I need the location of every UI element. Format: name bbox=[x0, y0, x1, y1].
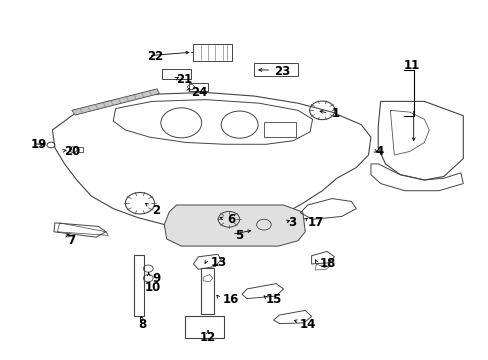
Text: 6: 6 bbox=[227, 213, 235, 226]
Bar bbox=[264, 122, 295, 137]
Bar bbox=[188, 83, 207, 91]
Bar bbox=[185, 316, 224, 338]
Text: 3: 3 bbox=[287, 216, 296, 229]
Text: 11: 11 bbox=[403, 59, 420, 72]
Text: 10: 10 bbox=[144, 281, 161, 294]
Bar bbox=[254, 63, 297, 76]
Text: 23: 23 bbox=[273, 64, 289, 77]
Text: 22: 22 bbox=[147, 50, 163, 63]
Polygon shape bbox=[72, 89, 159, 115]
Text: 18: 18 bbox=[319, 257, 336, 270]
Text: 8: 8 bbox=[138, 318, 146, 331]
Bar bbox=[162, 68, 191, 79]
Text: 13: 13 bbox=[210, 256, 226, 269]
Text: 21: 21 bbox=[176, 73, 192, 86]
Polygon shape bbox=[164, 205, 305, 246]
Text: 15: 15 bbox=[265, 293, 281, 306]
Text: 17: 17 bbox=[307, 216, 323, 229]
Bar bbox=[77, 147, 82, 152]
Text: 12: 12 bbox=[200, 332, 216, 345]
Text: 5: 5 bbox=[234, 229, 243, 242]
Text: 16: 16 bbox=[222, 293, 239, 306]
Bar bbox=[133, 255, 144, 316]
Text: 19: 19 bbox=[30, 138, 47, 151]
Text: 2: 2 bbox=[152, 204, 160, 217]
Text: 20: 20 bbox=[64, 145, 81, 158]
Text: 9: 9 bbox=[152, 272, 160, 285]
Bar bbox=[193, 44, 232, 62]
Text: 14: 14 bbox=[299, 318, 315, 331]
Bar bbox=[201, 267, 214, 314]
Text: 1: 1 bbox=[331, 107, 340, 120]
Text: 24: 24 bbox=[191, 86, 207, 99]
Text: 7: 7 bbox=[67, 234, 75, 247]
Text: 4: 4 bbox=[375, 145, 383, 158]
